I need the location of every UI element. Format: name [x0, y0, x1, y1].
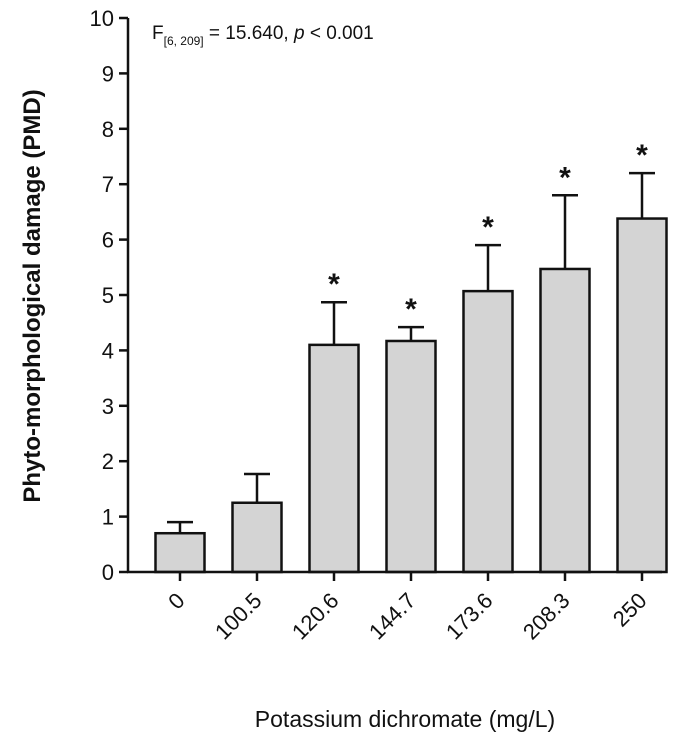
y-tick-label: 0: [102, 560, 114, 585]
significance-marker: *: [482, 211, 494, 244]
p-value: < 0.001: [305, 23, 374, 44]
statistics-annotation: F[6, 209] = 15.640, p < 0.001: [152, 23, 374, 48]
significance-marker: *: [559, 161, 571, 194]
p-symbol: p: [293, 23, 305, 44]
x-tick-label: 250: [608, 588, 652, 632]
y-tick-label: 10: [90, 6, 114, 31]
significance-marker: *: [405, 293, 417, 326]
x-tick-label: 100.5: [210, 588, 267, 645]
bar: [616, 217, 668, 574]
f-statistic-label: F: [152, 23, 164, 44]
bar: [462, 289, 514, 574]
y-tick-label: 3: [102, 394, 114, 419]
bar: [308, 343, 360, 574]
x-tick-label: 144.7: [364, 588, 421, 645]
significance-marker: *: [328, 268, 340, 301]
degrees-of-freedom: [6, 209]: [164, 34, 204, 48]
x-tick-label: 120.6: [287, 588, 344, 645]
y-tick-label: 7: [102, 172, 114, 197]
bar: [154, 531, 206, 574]
y-tick-label: 9: [102, 61, 114, 86]
bar: [231, 501, 283, 574]
y-tick-label: 4: [102, 338, 114, 363]
y-tick-label: 8: [102, 117, 114, 142]
y-tick-label: 6: [102, 228, 114, 253]
bar: [385, 339, 437, 574]
y-axis-title: Phyto-morphological damage (PMD): [19, 89, 46, 502]
plot-area: 0 1 2 3 4 5 6 7 8 9 10 0 100.5 * 120.6 * 144.7 * 173.6 * 208…: [90, 6, 668, 645]
y-tick-label: 2: [102, 449, 114, 474]
x-tick-label: 208.3: [518, 588, 575, 645]
y-tick-label: 1: [102, 505, 114, 530]
y-tick-label: 5: [102, 283, 114, 308]
significance-marker: *: [636, 139, 648, 172]
x-axis-title: Potassium dichromate (mg/L): [255, 706, 555, 732]
x-tick-label: 173.6: [441, 588, 498, 645]
f-value: = 15.640,: [204, 23, 294, 44]
x-tick-label: 0: [163, 588, 189, 614]
bar: [539, 267, 591, 574]
